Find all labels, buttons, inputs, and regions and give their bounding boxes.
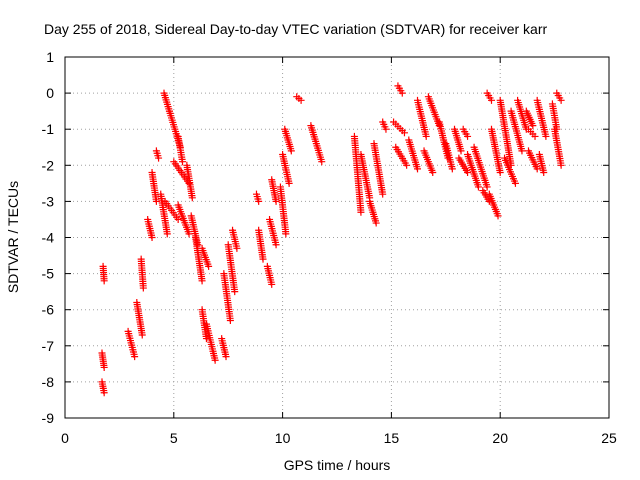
y-tick-label: -5 [42, 266, 55, 282]
x-tick-label: 15 [384, 430, 400, 446]
data-point [287, 147, 295, 155]
data-point [529, 122, 537, 130]
chart-title: Day 255 of 2018, Sidereal Day-to-day VTE… [44, 21, 547, 37]
y-tick-label: -8 [42, 374, 55, 390]
data-point [429, 169, 437, 177]
y-tick-label: -3 [42, 193, 55, 209]
data-point [297, 96, 305, 104]
y-tick-label: -9 [42, 410, 55, 426]
y-tick-label: 1 [46, 49, 54, 65]
x-tick-label: 0 [61, 430, 69, 446]
data-point [540, 169, 548, 177]
data-point [131, 353, 139, 361]
data-point [474, 183, 482, 191]
axis-ticks [64, 56, 610, 419]
data-point [414, 165, 422, 173]
data-point [226, 317, 234, 325]
data-point [272, 197, 280, 205]
data-point [155, 154, 163, 162]
data-point [448, 165, 456, 173]
data-point [222, 353, 230, 361]
x-tick-label: 10 [275, 430, 291, 446]
y-tick-label: -6 [42, 302, 55, 318]
data-point [494, 212, 502, 220]
data-point [542, 132, 550, 140]
x-axis-label: GPS time / hours [284, 457, 391, 473]
data-point [179, 158, 187, 166]
data-point [400, 129, 408, 137]
data-point [285, 179, 293, 187]
data-point [148, 234, 156, 241]
data-point [382, 125, 390, 133]
data-point [174, 215, 182, 223]
data-point [557, 161, 565, 169]
data-point [531, 132, 539, 140]
data-point [511, 179, 519, 187]
data-point [464, 169, 472, 177]
data-point [403, 161, 411, 169]
data-series [98, 82, 565, 397]
data-point [231, 288, 239, 296]
y-tick-label: -7 [42, 338, 55, 354]
data-point [100, 389, 108, 397]
data-point [139, 284, 147, 292]
data-point [272, 241, 280, 249]
y-tick-labels: 1 0 -1 -2 -3 -4 -5 -6 -7 -8 -9 [42, 49, 55, 426]
data-point [487, 96, 495, 104]
x-tick-label: 5 [170, 430, 178, 446]
data-point [422, 132, 430, 140]
data-point [457, 147, 465, 155]
y-axis-label: SDTVAR / TECUs [5, 181, 21, 293]
data-point [557, 96, 565, 104]
data-point [100, 277, 108, 285]
data-point [282, 230, 290, 238]
data-point [138, 331, 146, 339]
y-tick-label: -4 [42, 230, 55, 246]
data-point [372, 219, 380, 227]
x-tick-labels: 0 5 10 15 20 25 [61, 430, 617, 446]
data-point [518, 147, 526, 155]
data-point [357, 208, 365, 216]
data-point [464, 132, 472, 140]
y-tick-label: -2 [42, 157, 55, 173]
data-point [259, 255, 267, 263]
data-point [483, 183, 491, 191]
data-point [211, 356, 219, 364]
data-point [318, 158, 326, 166]
data-point [233, 244, 241, 252]
data-point [379, 190, 387, 198]
grid [65, 57, 609, 418]
data-point [205, 262, 213, 270]
data-point [268, 280, 276, 288]
data-point [496, 169, 504, 177]
data-point [188, 194, 196, 202]
data-point [198, 277, 206, 285]
data-point [163, 230, 171, 238]
data-point [255, 197, 263, 205]
x-tick-label: 20 [492, 430, 508, 446]
data-point [100, 363, 108, 371]
y-tick-label: 0 [46, 85, 54, 101]
y-tick-label: -1 [42, 121, 55, 137]
data-point [152, 197, 160, 205]
data-point [398, 89, 406, 97]
x-tick-label: 25 [601, 430, 617, 446]
data-point [533, 165, 541, 173]
data-point [185, 230, 193, 238]
